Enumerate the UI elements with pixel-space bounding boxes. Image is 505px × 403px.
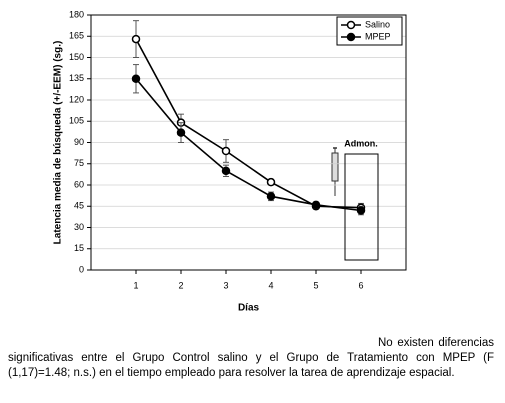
marker [266,177,276,187]
marker [311,200,321,210]
y-tick-label: 60 [74,179,84,189]
marker [356,206,366,215]
x-axis-label: Días [238,303,260,314]
marker [176,128,186,137]
x-tick-label: 2 [178,280,183,290]
legend-label: MPEP [365,31,391,41]
x-tick-label: 4 [268,280,273,290]
y-axis-label: Latencia media de búsqueda (+/-EEM) (sg.… [53,41,64,245]
series-line [135,38,362,209]
marker [221,166,231,176]
y-tick-label: 105 [69,116,84,126]
plot-frame [90,14,407,271]
y-tick-label: 90 [74,137,84,147]
legend-box [336,16,403,46]
legend-label: Salino [365,19,390,29]
marker [266,192,276,201]
caption: No existen diferencias significativas en… [8,337,494,379]
x-tick-label: 6 [358,280,363,290]
x-tick-label: 3 [223,280,228,290]
marker [131,74,141,83]
marker [131,34,141,44]
y-tick-label: 150 [69,52,84,62]
x-tick-label: 1 [133,280,138,290]
syringe-icon [331,147,339,196]
annotation: Admon. [344,138,378,148]
y-tick-label: 165 [69,31,84,41]
y-tick-label: 135 [69,73,84,83]
y-tick-label: 180 [69,9,84,19]
y-tick-label: 30 [74,222,84,232]
y-tick-label: 15 [74,243,84,253]
series-line [135,78,362,212]
legend-marker [346,32,356,42]
x-tick-label: 5 [313,280,318,290]
y-tick-label: 0 [79,264,84,274]
y-tick-label: 75 [74,158,84,168]
y-tick-label: 45 [74,201,84,211]
y-tick-label: 120 [69,94,84,104]
marker [221,146,231,156]
legend-marker [346,20,356,30]
